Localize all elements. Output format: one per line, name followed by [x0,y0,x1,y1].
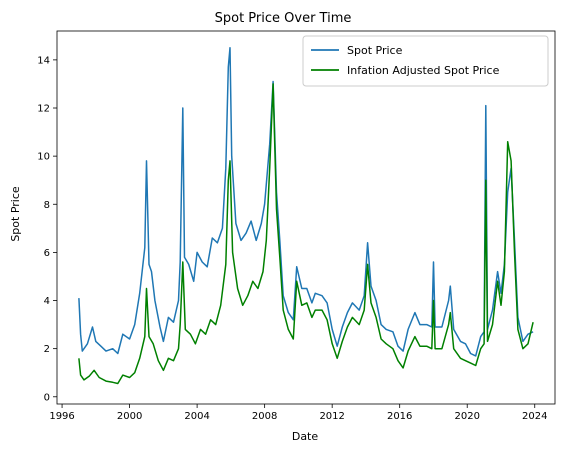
legend-box [302,35,549,87]
y-tick-label: 2 [44,344,50,355]
x-axis-label: Date [292,430,319,443]
x-tick-label: 2016 [387,411,412,422]
y-tick-label: 14 [37,55,50,66]
series-line-0 [78,47,534,357]
x-tick-label: 2024 [522,411,547,422]
axes-frame [56,30,556,405]
plot-area: 1996 2000 2004 2008 2012 2016 2020 2024 0 2 4 6 8 10 1… [37,30,556,422]
x-tick-label: 2012 [319,411,344,422]
y-tick-label: 10 [37,152,50,163]
y-tick-label: 8 [44,200,50,211]
legend-label-1: Infation Adjusted Spot Price [347,64,500,77]
y-tick-label: 12 [37,104,50,115]
x-tick-label: 1996 [49,411,74,422]
y-tick-label: 0 [44,392,50,403]
y-axis-label: Spot Price [9,186,22,242]
x-tick-label: 2020 [454,411,479,422]
x-tick-label: 2004 [184,411,209,422]
series-line-1 [78,83,534,385]
legend: Spot Price Infation Adjusted Spot Price [302,35,549,87]
y-tick-label: 6 [44,248,50,259]
x-tick-label: 2000 [117,411,142,422]
chart-title: Spot Price Over Time [215,11,352,26]
x-tick-label: 2008 [252,411,277,422]
y-tick-label: 4 [44,296,50,307]
legend-label-0: Spot Price [347,44,403,57]
